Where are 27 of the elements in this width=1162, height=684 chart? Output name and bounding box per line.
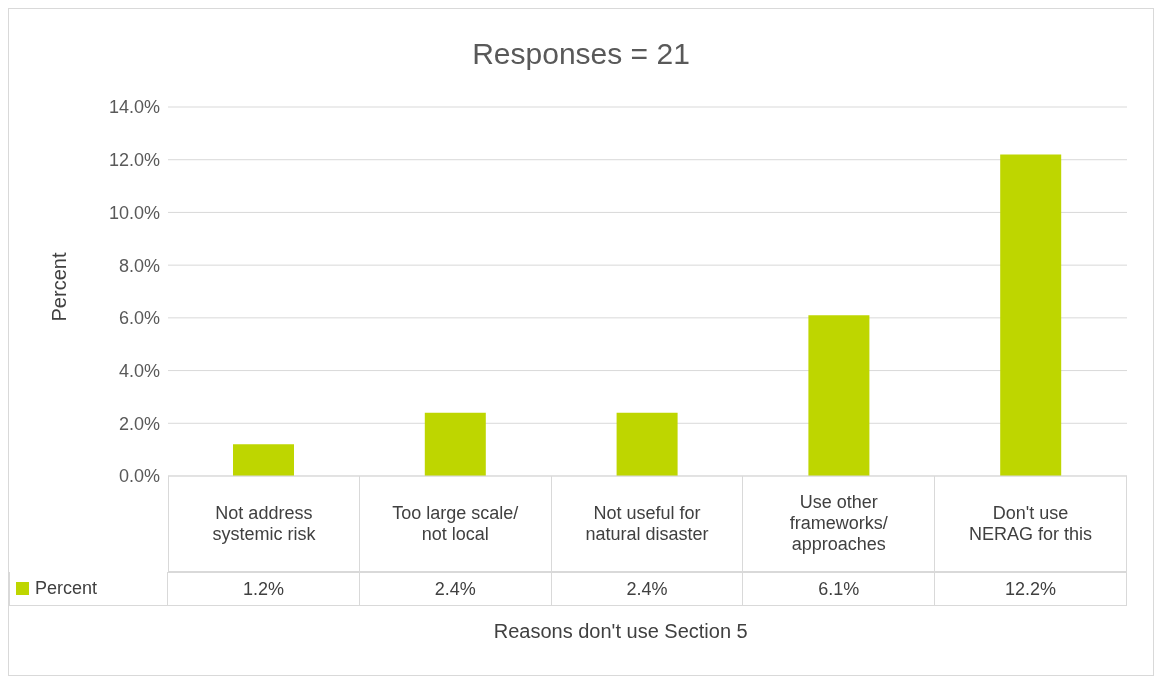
chart-title: Responses = 21 [471, 36, 691, 72]
x-tick-label: Too large scale/ not local [391, 502, 520, 545]
bar [424, 412, 486, 476]
data-label: 2.4% [551, 572, 744, 606]
y-tick-label: 6.0% [118, 308, 160, 329]
y-tick-label: 10.0% [108, 202, 160, 223]
y-tick-label: 12.0% [108, 150, 160, 171]
y-tick-label: 8.0% [118, 255, 160, 276]
bar [233, 444, 294, 476]
data-label: 6.1% [743, 572, 936, 606]
x-tick-label: Use other frameworks/ approaches [788, 492, 889, 555]
legend-label: Percent [35, 578, 98, 599]
x-tick-label: Not useful for natural disaster [584, 502, 710, 545]
x-axis-title: Reasons don't use Section 5 [492, 620, 749, 643]
bar [808, 315, 870, 476]
x-tick-label: Don't use NERAG for this [968, 502, 1094, 545]
y-tick-label: 2.0% [118, 413, 160, 434]
data-label: 12.2% [935, 572, 1127, 606]
x-tick-label: Not address systemic risk [211, 502, 317, 545]
bar [1000, 154, 1062, 476]
bar [616, 412, 678, 476]
y-tick-label: 14.0% [108, 97, 160, 118]
y-tick-label: 4.0% [118, 360, 160, 381]
y-axis-title: Percent [47, 252, 71, 322]
data-label: 2.4% [359, 572, 552, 606]
y-tick-label: 0.0% [118, 466, 160, 487]
data-label: 1.2% [168, 572, 360, 606]
